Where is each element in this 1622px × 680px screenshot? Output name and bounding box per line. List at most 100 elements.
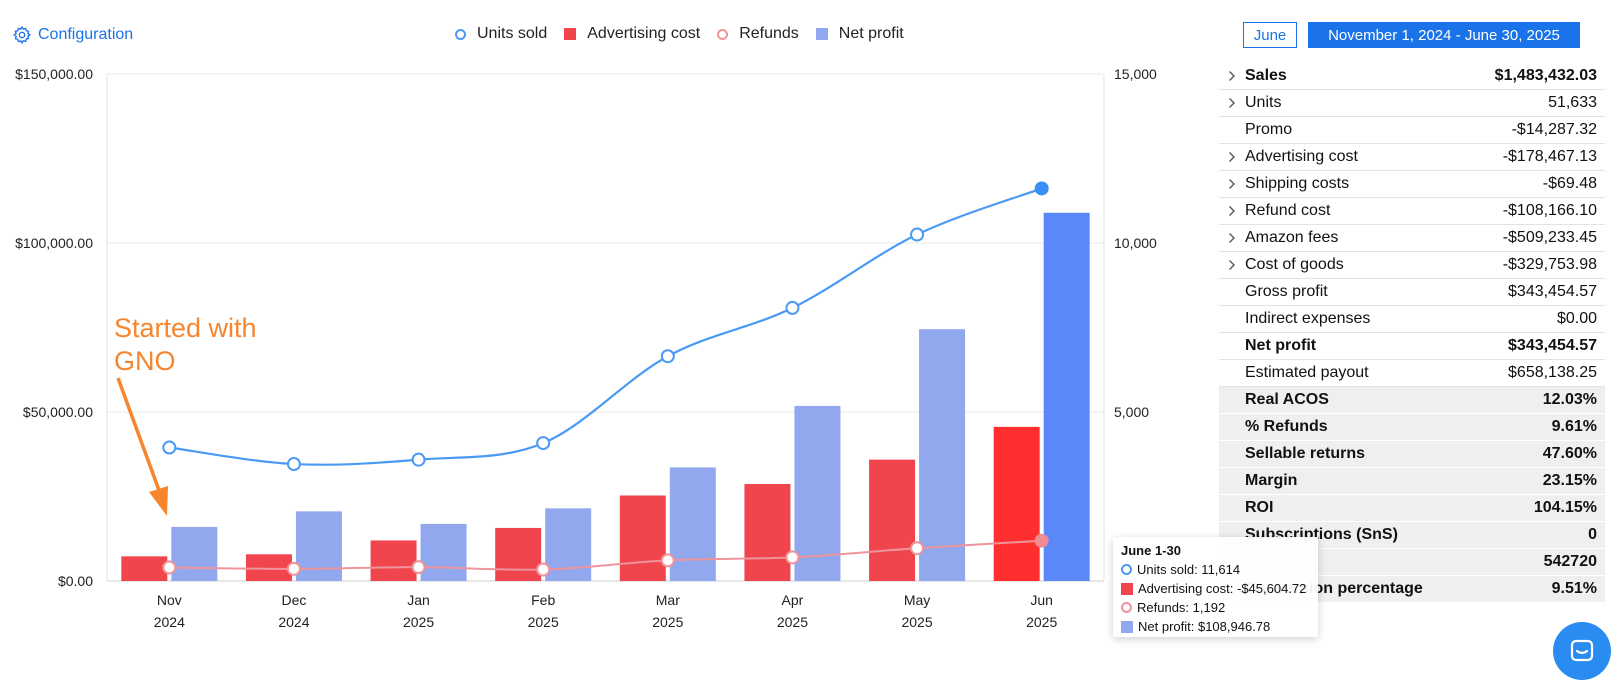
- bar-advertising-cost: [495, 527, 542, 581]
- x-tick-label: Jan: [407, 592, 430, 608]
- x-tick-label: 2025: [528, 614, 559, 630]
- summary-row[interactable]: Advertising cost -$178,467.13: [1219, 144, 1605, 171]
- june-button[interactable]: June: [1243, 22, 1297, 48]
- bar-advertising-cost: [869, 459, 916, 581]
- tooltip-marker: [1121, 602, 1132, 613]
- point-units-sold: [411, 452, 426, 467]
- bar-advertising-cost: [619, 495, 666, 581]
- summary-row: Sellable returns 47.60%: [1219, 441, 1605, 468]
- y-left-tick-label: $100,000.00: [15, 235, 93, 251]
- point-refunds: [785, 550, 800, 565]
- summary-value: -$14,287.32: [1511, 121, 1597, 138]
- tooltip-marker: [1121, 620, 1133, 633]
- summary-value: -$509,233.45: [1502, 229, 1597, 246]
- tooltip-text: Net profit: $108,946.78: [1138, 619, 1271, 634]
- chat-icon: [1570, 639, 1594, 662]
- line-refunds: [169, 539, 1042, 571]
- y-right-tick-label: 10,000: [1114, 235, 1157, 251]
- summary-table: Sales $1,483,432.03 Units 51,633 Promo -$14,2…: [1219, 63, 1605, 603]
- chevron-right-icon: [1219, 70, 1245, 82]
- legend-item[interactable]: Net profit: [815, 25, 904, 43]
- x-tick-label: Jun: [1030, 592, 1053, 608]
- summary-value: $343,454.57: [1508, 337, 1597, 354]
- summary-row[interactable]: Cost of goods -$329,753.98: [1219, 252, 1605, 279]
- date-range-button[interactable]: November 1, 2024 - June 30, 2025: [1308, 22, 1580, 48]
- legend-marker: [564, 28, 577, 40]
- tooltip-row: Advertising cost: -$45,604.72: [1121, 579, 1310, 598]
- line-units-sold: [169, 187, 1043, 466]
- summary-row[interactable]: Units 51,633: [1219, 90, 1605, 117]
- configuration-link[interactable]: Configuration: [12, 24, 133, 46]
- tooltip-row: Refunds: 1,192: [1121, 598, 1310, 617]
- summary-value: -$69.48: [1542, 175, 1597, 192]
- bar-net-profit: [420, 523, 467, 581]
- tooltip-text: Advertising cost: -$45,604.72: [1138, 581, 1307, 596]
- gear-icon: [12, 25, 32, 45]
- chevron-right-icon: [1219, 178, 1245, 190]
- point-units-sold: [286, 457, 301, 472]
- tooltip-marker: [1121, 564, 1132, 575]
- legend-item[interactable]: Advertising cost: [564, 25, 700, 43]
- point-units-sold: [785, 300, 800, 315]
- summary-label: Cost of goods: [1245, 256, 1344, 273]
- chevron-right-icon: [1219, 97, 1245, 109]
- summary-row[interactable]: Refund cost -$108,166.10: [1219, 198, 1605, 225]
- summary-value: 9.51%: [1551, 580, 1597, 597]
- annotation-arrowhead: [149, 486, 168, 516]
- legend-marker: [717, 28, 729, 40]
- summary-row: % Refunds 9.61%: [1219, 414, 1605, 441]
- y-left-tick-label: $50,000.00: [23, 404, 93, 420]
- legend-item[interactable]: Refunds: [717, 25, 799, 43]
- summary-label: Promo: [1245, 121, 1293, 138]
- point-refunds: [286, 561, 301, 576]
- summary-row: Estimated payout $658,138.25: [1219, 360, 1605, 387]
- summary-value: 12.03%: [1542, 391, 1597, 408]
- x-tick-label: Apr: [782, 592, 804, 608]
- summary-value: $1,483,432.03: [1494, 67, 1597, 84]
- legend-item[interactable]: Units sold: [455, 25, 547, 43]
- x-tick-label: Dec: [281, 592, 306, 608]
- summary-row: Gross profit $343,454.57: [1219, 279, 1605, 306]
- summary-row[interactable]: Shipping costs -$69.48: [1219, 171, 1605, 198]
- y-right-tick-label: 15,000: [1114, 66, 1157, 82]
- summary-value: 0: [1588, 526, 1597, 543]
- summary-row: Promo -$14,287.32: [1219, 117, 1605, 144]
- annotation-arrow: [116, 377, 162, 494]
- legend-label: Refunds: [739, 25, 799, 42]
- point-units-sold: [162, 440, 177, 455]
- tooltip-title: June 1-30: [1121, 543, 1181, 558]
- x-tick-label: Feb: [531, 592, 555, 608]
- chevron-right-icon: [1219, 151, 1245, 163]
- chart-tooltip: June 1-30 Units sold: 11,614 Advertising …: [1113, 537, 1318, 637]
- summary-label: Units: [1245, 94, 1282, 111]
- summary-row[interactable]: Amazon fees -$509,233.45: [1219, 225, 1605, 252]
- legend-marker: [455, 28, 466, 40]
- bar-net-profit: [794, 405, 841, 581]
- legend-label: Advertising cost: [587, 25, 701, 42]
- legend-label: Units sold: [477, 25, 548, 42]
- y-right-tick-label: 5,000: [1114, 404, 1149, 420]
- tooltip-text: Units sold: 11,614: [1137, 562, 1241, 577]
- chat-button[interactable]: [1553, 622, 1611, 680]
- summary-label: Margin: [1245, 472, 1298, 489]
- summary-label: Estimated payout: [1245, 364, 1369, 381]
- point-units-sold: [910, 227, 925, 242]
- summary-label: Gross profit: [1245, 283, 1328, 300]
- bar-net-profit: [171, 526, 218, 581]
- bar-advertising-cost: [744, 483, 791, 581]
- point-units-sold: [1034, 181, 1049, 196]
- point-refunds: [162, 560, 177, 575]
- summary-value: 51,633: [1548, 94, 1597, 111]
- tooltip-row: Units sold: 11,614: [1121, 560, 1310, 579]
- x-tick-label: Mar: [656, 592, 680, 608]
- x-tick-label: 2024: [154, 614, 185, 630]
- tooltip-marker: [1121, 582, 1133, 595]
- summary-value: 542720: [1543, 553, 1597, 570]
- tooltip-text: Refunds: 1,192: [1137, 600, 1226, 615]
- bar-net-profit: [295, 511, 342, 581]
- summary-value: 9.61%: [1551, 418, 1597, 435]
- summary-row[interactable]: Sales $1,483,432.03: [1219, 63, 1605, 90]
- bar-net-profit: [1043, 212, 1090, 581]
- chart-legend: Units sold Advertising cost Refunds Net pro…: [455, 25, 921, 43]
- summary-label: % Refunds: [1245, 418, 1328, 435]
